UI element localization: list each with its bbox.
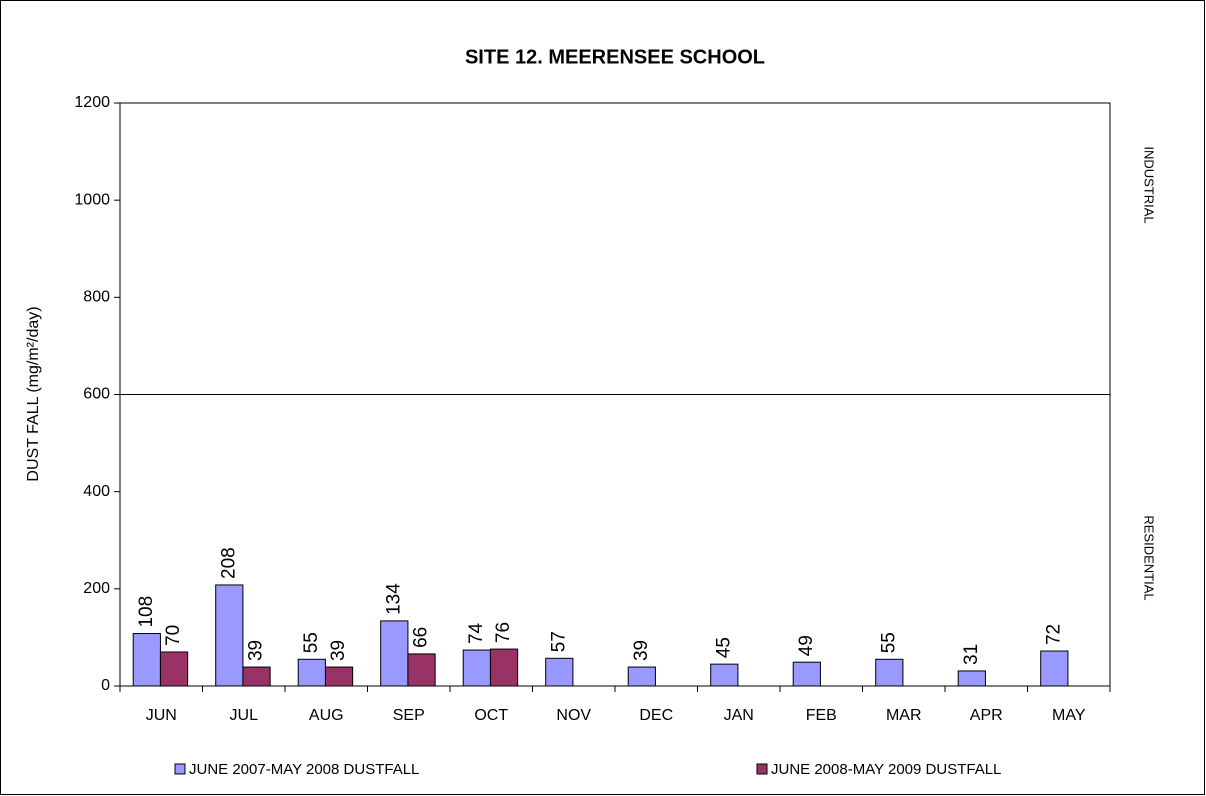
data-label: 66 [411,627,432,648]
bar [132,633,161,687]
y-tick-label: 0 [101,677,110,694]
bar [957,670,986,687]
data-label: 57 [548,631,569,652]
bar [627,666,656,687]
legend-label: JUNE 2008-MAY 2009 DUSTFALL [771,761,1001,778]
bar [324,666,354,687]
bar [407,653,436,687]
legend-swatch [756,763,768,775]
x-tick-label: JAN [724,707,754,724]
data-label: 39 [328,640,349,661]
chart-title: SITE 12. MEERENSEE SCHOOL [465,46,765,68]
bar [1040,650,1069,687]
data-label: 74 [466,622,487,644]
data-label: 45 [713,637,734,658]
x-tick-label: AUG [309,707,344,724]
y-tick-label: 1000 [74,191,110,208]
y-tick-label: 800 [83,289,110,306]
bar [242,666,271,687]
bar [462,649,491,687]
data-label: 55 [878,632,899,653]
data-label: 76 [493,622,514,643]
x-tick-label: APR [970,707,1003,724]
bar [792,661,821,687]
bar [297,658,326,687]
data-label: 49 [796,635,817,656]
legend-label: JUNE 2007-MAY 2008 DUSTFALL [189,761,419,778]
data-label: 39 [631,640,652,661]
data-label: 70 [163,625,184,646]
data-label: 208 [218,547,239,579]
data-label: 55 [301,632,322,653]
data-label: 108 [136,596,157,628]
data-label: 72 [1043,624,1064,645]
legend-swatch [174,763,186,775]
bar [489,648,519,687]
bar [159,651,189,687]
x-tick-label: JUL [230,707,259,724]
x-tick-label: FEB [806,707,837,724]
data-label: 31 [961,644,982,665]
bar [380,620,409,687]
x-tick-label: DEC [639,707,673,724]
bar [710,663,739,687]
x-tick-label: MAR [886,707,922,724]
x-tick-label: NOV [556,707,591,724]
y-tick-label: 1200 [74,94,110,111]
zone-label: INDUSTRIAL [1142,146,1157,223]
y-tick-label: 200 [83,580,110,597]
x-tick-label: MAY [1052,707,1086,724]
bar [875,658,904,687]
y-tick-label: 400 [83,483,110,500]
bar [215,584,244,687]
data-label: 39 [246,640,267,661]
x-tick-label: JUN [146,707,177,724]
x-tick-label: OCT [474,707,508,724]
zone-label: RESIDENTIAL [1142,515,1157,600]
bar [545,657,574,687]
data-label: 134 [383,583,404,615]
x-tick-label: SEP [393,707,425,724]
y-tick-label: 600 [83,386,110,403]
y-axis-label: DUST FALL (mg/m²/day) [25,306,42,481]
